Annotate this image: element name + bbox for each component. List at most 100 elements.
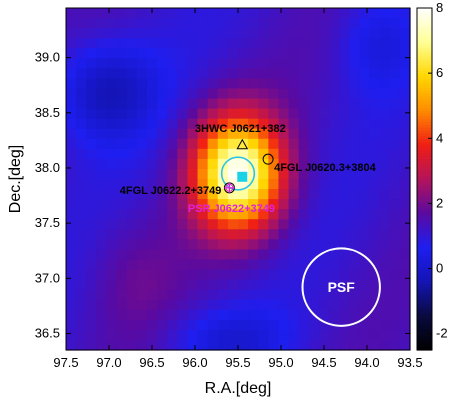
map-pixel (177, 148, 189, 160)
map-pixel (207, 38, 219, 49)
map-pixel (167, 8, 178, 19)
map-pixel (399, 28, 411, 39)
map-pixel (146, 249, 158, 261)
map-pixel (86, 219, 97, 230)
map-pixel (116, 48, 128, 59)
map-pixel (359, 98, 371, 110)
map-pixel (349, 98, 361, 110)
map-pixel (339, 28, 350, 39)
map-pixel (349, 189, 361, 200)
map-pixel (136, 339, 148, 351)
map-pixel (248, 98, 259, 110)
map-pixel (66, 249, 77, 261)
map-pixel (288, 118, 300, 130)
map-pixel (66, 279, 77, 291)
map-pixel (248, 148, 259, 160)
colorbar-tick-label: 6 (436, 65, 443, 80)
map-pixel (359, 118, 371, 130)
colorbar-segment (417, 315, 432, 320)
map-pixel (126, 249, 138, 261)
map-pixel (288, 219, 300, 230)
map-pixel (369, 88, 381, 100)
colorbar-tick-label: 8 (436, 0, 443, 15)
map-pixel (76, 209, 87, 220)
map-pixel (389, 118, 401, 130)
map-pixel (227, 269, 239, 281)
map-pixel (389, 189, 401, 200)
map-pixel (308, 18, 320, 29)
map-pixel (177, 219, 189, 230)
y-tick-label: 39.0 (35, 50, 60, 65)
colorbar-segment (417, 230, 432, 234)
map-pixel (187, 219, 199, 230)
map-pixel (167, 299, 178, 311)
map-pixel (136, 158, 148, 170)
map-pixel (399, 78, 411, 90)
colorbar-segment (417, 196, 432, 200)
map-pixel (369, 98, 381, 110)
map-pixel (359, 329, 371, 341)
map-pixel (258, 8, 269, 19)
map-pixel (207, 138, 219, 150)
map-pixel (329, 239, 340, 251)
map-pixel (116, 189, 128, 200)
map-pixel (86, 98, 97, 110)
map-pixel (339, 18, 350, 29)
map-pixel (278, 309, 290, 321)
map-pixel (278, 239, 290, 251)
map-pixel (248, 68, 259, 80)
map-pixel (389, 78, 401, 90)
map-pixel (339, 289, 350, 301)
colorbar-segment (417, 341, 432, 345)
map-pixel (167, 229, 178, 240)
map-pixel (106, 88, 118, 100)
map-pixel (76, 38, 87, 49)
map-pixel (146, 18, 158, 29)
map-pixel (318, 219, 330, 230)
map-pixel (116, 98, 128, 110)
map-pixel (197, 269, 209, 281)
map-pixel (197, 229, 209, 240)
map-pixel (379, 88, 391, 100)
map-pixel (248, 209, 259, 220)
colorbar-segment (417, 56, 432, 60)
map-pixel (116, 28, 128, 39)
map-pixel (106, 269, 118, 281)
map-pixel (96, 299, 108, 311)
map-pixel (96, 58, 108, 69)
map-pixel (369, 219, 381, 230)
map-pixel (116, 128, 128, 140)
map-pixel (238, 138, 249, 150)
map-pixel (359, 229, 371, 240)
map-pixel (399, 158, 411, 170)
map-pixel (258, 329, 269, 341)
map-pixel (349, 199, 361, 210)
map-pixel (278, 199, 290, 210)
map-pixel (207, 339, 219, 351)
map-pixel (339, 158, 350, 170)
map-pixel (359, 249, 371, 261)
map-pixel (76, 329, 87, 341)
map-pixel (106, 249, 118, 261)
map-pixel (126, 138, 138, 150)
map-pixel (197, 168, 209, 180)
map-pixel (86, 199, 97, 210)
colorbar-segment (417, 293, 432, 297)
map-pixel (126, 48, 138, 59)
map-pixel (197, 88, 209, 100)
map-pixel (349, 18, 361, 29)
map-pixel (278, 289, 290, 301)
map-pixel (359, 58, 371, 69)
colorbar-segment (417, 113, 432, 117)
map-pixel (238, 48, 249, 59)
map-pixel (379, 38, 391, 49)
x-axis: 97.5 97.0 96.5 96.0 95.5 95.0 94.5 94.0 93.5 (53, 8, 423, 370)
colorbar-segment (417, 130, 432, 134)
colorbar-tick-label: 0 (436, 261, 443, 276)
map-pixel (197, 8, 209, 19)
map-pixel (86, 209, 97, 220)
map-pixel (106, 339, 118, 351)
map-pixel (349, 339, 361, 351)
map-pixel (318, 128, 330, 140)
map-pixel (339, 108, 350, 120)
